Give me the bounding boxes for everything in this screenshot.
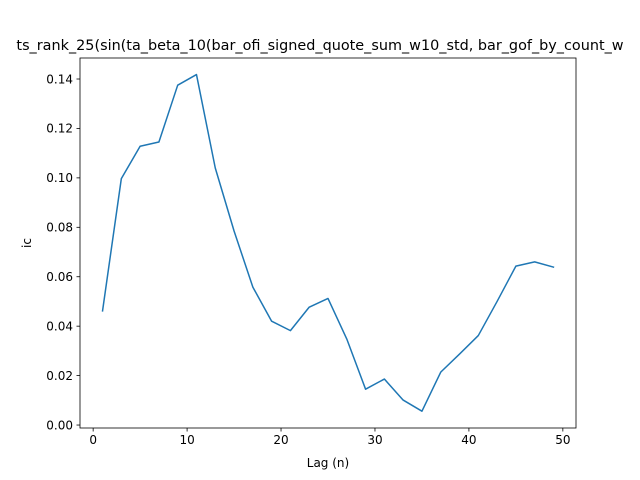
y-tick-label: 0.00 bbox=[46, 418, 73, 432]
axes-frame bbox=[79, 57, 577, 429]
data-point bbox=[552, 266, 554, 268]
data-point bbox=[102, 310, 104, 312]
x-tick-label: 40 bbox=[461, 433, 476, 447]
y-tick-label: 0.06 bbox=[46, 270, 73, 284]
data-point bbox=[346, 338, 348, 340]
data-point bbox=[252, 286, 254, 288]
x-tick-label: 30 bbox=[367, 433, 382, 447]
x-axis-label: Lag (n) bbox=[307, 456, 349, 470]
data-point bbox=[177, 84, 179, 86]
y-tick-label: 0.02 bbox=[46, 369, 73, 383]
data-point bbox=[120, 178, 122, 180]
data-point bbox=[477, 335, 479, 337]
y-tick-label: 0.10 bbox=[46, 171, 73, 185]
data-point bbox=[515, 265, 517, 267]
x-tick-label: 50 bbox=[555, 433, 570, 447]
data-point bbox=[534, 261, 536, 263]
plot-area: 0 10 20 30 40 50 0.00 0.02 0.04 0.06 0.08 0.10 0.12 0… bbox=[46, 57, 577, 447]
data-point bbox=[214, 167, 216, 169]
data-point bbox=[421, 410, 423, 412]
data-point bbox=[440, 371, 442, 373]
data-point bbox=[233, 230, 235, 232]
data-point bbox=[139, 145, 141, 147]
data-point bbox=[327, 297, 329, 299]
y-tick-label: 0.12 bbox=[46, 122, 73, 136]
data-point bbox=[402, 399, 404, 401]
data-point bbox=[289, 330, 291, 332]
y-tick-label: 0.14 bbox=[46, 72, 73, 86]
data-point bbox=[158, 141, 160, 143]
data-point bbox=[383, 378, 385, 380]
x-tick-label: 20 bbox=[273, 433, 288, 447]
data-point bbox=[459, 353, 461, 355]
x-tick-label: 10 bbox=[179, 433, 194, 447]
data-point bbox=[271, 320, 273, 322]
data-point bbox=[195, 74, 197, 76]
data-point bbox=[308, 306, 310, 308]
data-point bbox=[496, 300, 498, 302]
y-axis-label: ic bbox=[20, 238, 34, 248]
series-line-1 bbox=[101, 73, 555, 412]
data-point bbox=[365, 388, 367, 390]
y-tick-label: 0.08 bbox=[46, 221, 73, 235]
x-tick-label: 0 bbox=[89, 433, 97, 447]
y-tick-label: 0.04 bbox=[46, 319, 73, 333]
chart-title: ts_rank_25(sin(ta_beta_10(bar_ofi_signed… bbox=[16, 38, 623, 54]
